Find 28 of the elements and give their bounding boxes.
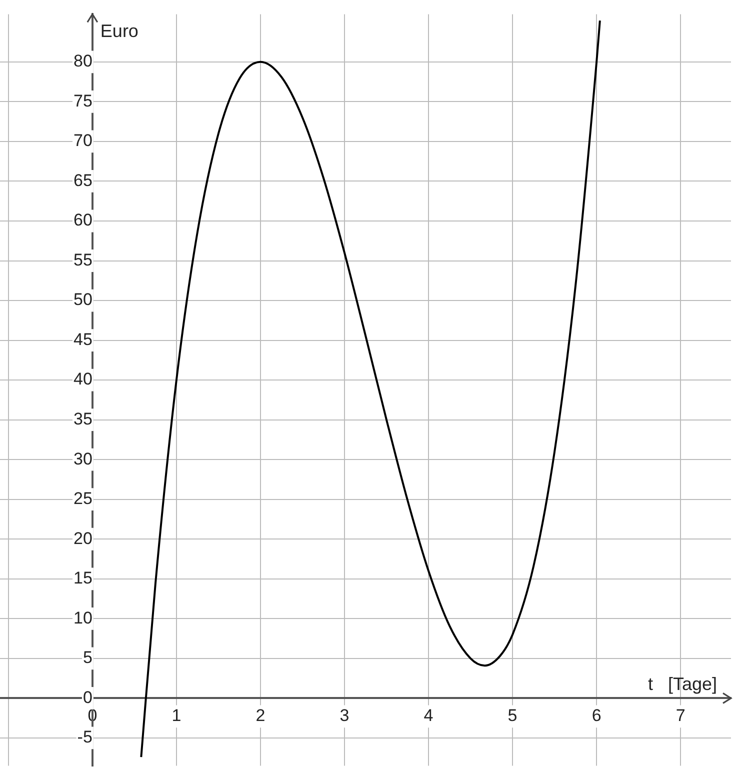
- y-axis-title: Euro: [100, 21, 138, 42]
- y-tick-label: 50: [74, 290, 92, 310]
- x-axis-title: t [Tage]: [648, 674, 717, 694]
- y-tick-label: 0: [82, 688, 92, 707]
- y-tick-label: 35: [74, 410, 92, 429]
- y-tick-label: 70: [74, 131, 92, 150]
- y-tick-label: 10: [74, 608, 92, 628]
- x-tick-label: 5: [508, 706, 518, 726]
- y-tick-label: 20: [74, 528, 92, 548]
- y-tick-label: 55: [74, 250, 92, 270]
- y-tick-label: 30: [74, 449, 92, 468]
- y-tick-label: -5: [77, 728, 92, 747]
- x-tick-label: 4: [424, 706, 434, 726]
- y-tick-label: 65: [74, 170, 92, 190]
- x-tick-label: 6: [592, 706, 602, 726]
- x-tick-label: 3: [340, 706, 350, 726]
- line-series: [140, 20, 601, 758]
- y-tick-label: 25: [74, 489, 92, 508]
- y-tick-label: 15: [74, 568, 92, 588]
- y-tick-label: 45: [74, 330, 92, 349]
- x-tick-label: 2: [256, 706, 266, 726]
- y-tick-label: 80: [74, 52, 92, 71]
- x-tick-label: 7: [676, 706, 686, 726]
- y-tick-label: 5: [82, 648, 92, 668]
- x-tick-label: 1: [172, 706, 182, 726]
- y-tick-label: 40: [74, 370, 92, 389]
- y-tick-label: 60: [74, 210, 92, 230]
- y-tick-label: 75: [74, 91, 92, 110]
